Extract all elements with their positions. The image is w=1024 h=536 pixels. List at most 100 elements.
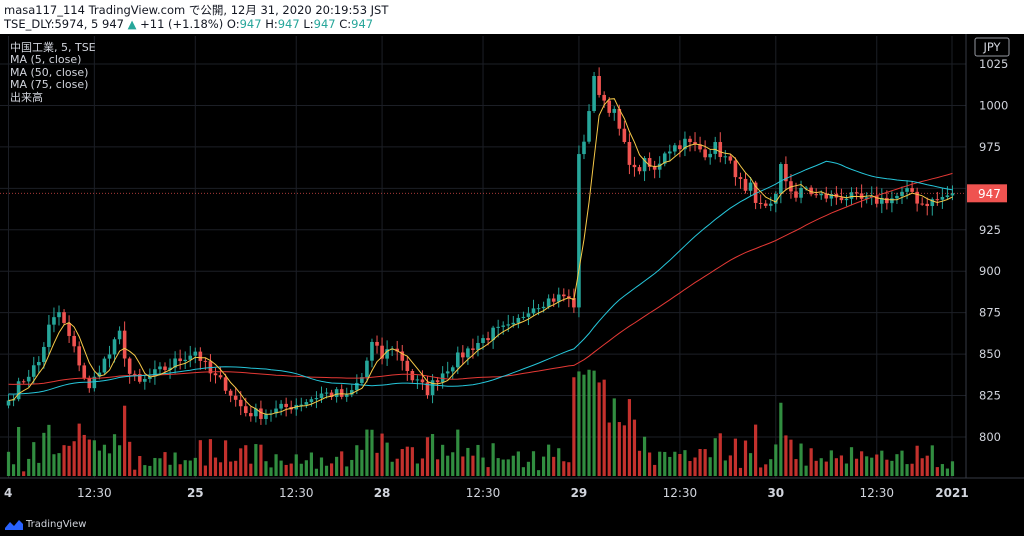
candle-body xyxy=(158,366,162,370)
candle-body xyxy=(365,360,369,378)
candle-body xyxy=(47,324,51,347)
candle-body xyxy=(370,341,374,361)
candle-body xyxy=(733,160,738,178)
volume-bar xyxy=(754,424,758,476)
time-tick-label: 12:30 xyxy=(663,486,698,500)
volume-bar xyxy=(400,449,404,476)
candle-body xyxy=(481,338,485,344)
volume-bar xyxy=(456,429,460,476)
candle-body xyxy=(173,358,177,368)
tradingview-logo[interactable]: TradingView xyxy=(5,518,86,530)
open-label: O: xyxy=(226,17,240,31)
candle-body xyxy=(698,144,702,150)
volume-bar xyxy=(143,465,147,476)
volume-bar xyxy=(481,457,485,476)
candle-body xyxy=(57,312,61,318)
candle-body xyxy=(945,195,950,198)
candle-body xyxy=(254,408,258,417)
volume-bar xyxy=(112,434,117,476)
volume-bar xyxy=(249,463,253,476)
candle-body xyxy=(385,349,389,359)
candle-body xyxy=(62,312,66,323)
candle-body xyxy=(319,393,324,399)
volume-bar xyxy=(461,456,465,476)
volume-bar xyxy=(905,464,909,476)
volume-bar xyxy=(617,422,621,476)
candle-body xyxy=(339,389,344,397)
candle-body xyxy=(637,167,642,172)
candle-body xyxy=(844,198,849,201)
candle-body xyxy=(748,182,753,191)
candle-body xyxy=(617,108,622,129)
volume-bar xyxy=(355,445,359,476)
candle-body xyxy=(355,382,359,391)
candle-body xyxy=(859,193,864,199)
candle-body xyxy=(375,341,379,346)
candle-body xyxy=(880,197,884,204)
candle-body xyxy=(869,196,874,198)
volume-bar xyxy=(340,451,344,476)
candle-body xyxy=(415,379,420,381)
candle-body xyxy=(789,181,793,192)
volume-bar xyxy=(521,467,526,476)
volume-bar xyxy=(678,454,682,476)
volume-bar xyxy=(789,439,793,476)
candle-body xyxy=(551,298,556,302)
volume-bar xyxy=(279,460,283,476)
candle-body xyxy=(652,166,657,170)
candle-body xyxy=(329,392,334,397)
volume-bar xyxy=(683,450,687,476)
volume-bar xyxy=(203,465,207,476)
candle-body xyxy=(910,188,914,192)
candle-body xyxy=(723,156,728,158)
price-chart[interactable]: 800 825 850 875 900 925 975 1000 1025 947 4 12:30 2… xyxy=(0,34,1024,512)
candle-body xyxy=(703,149,707,158)
candle-body xyxy=(193,351,198,356)
candle-body xyxy=(612,108,617,113)
high-label: H: xyxy=(265,17,278,31)
candle-body xyxy=(743,178,748,191)
volume-bar xyxy=(410,447,414,476)
candle-body xyxy=(42,346,46,363)
candle-body xyxy=(395,348,400,352)
low-value: 947 xyxy=(313,17,336,31)
volume-bar xyxy=(627,399,632,476)
change-value: +11 (+1.18%) xyxy=(140,17,224,31)
volume-bar xyxy=(264,461,268,476)
volume-bar xyxy=(668,456,672,476)
candle-body xyxy=(496,326,500,328)
candle-body xyxy=(511,322,516,325)
candle-body xyxy=(16,381,21,400)
time-tick-label: 28 xyxy=(374,486,391,500)
volume-bar xyxy=(117,445,122,476)
candle-body xyxy=(718,142,723,157)
volume-bar xyxy=(587,369,591,476)
chart-legend: 中国工業, 5, TSE MA (5, close) MA (50, close… xyxy=(10,41,96,104)
volume-bar xyxy=(779,402,783,476)
volume-bar xyxy=(259,444,263,476)
volume-bar xyxy=(234,460,238,476)
candle-body xyxy=(506,324,511,326)
candle-body xyxy=(249,413,253,417)
volume-bar xyxy=(294,454,298,476)
candle-body xyxy=(693,142,697,145)
volume-bar xyxy=(329,463,334,476)
volume-bar xyxy=(420,458,425,476)
candle-body xyxy=(420,379,425,383)
candle-body xyxy=(243,406,248,414)
candle-body xyxy=(132,373,137,375)
candle-body xyxy=(758,202,763,204)
volume-bar xyxy=(405,446,409,476)
volume-bar xyxy=(915,445,919,476)
volume-bar xyxy=(430,434,435,476)
volume-bar xyxy=(557,448,561,476)
candle-body xyxy=(592,76,596,112)
candle-body xyxy=(662,153,667,164)
volume-bar xyxy=(759,467,763,476)
volume-bar xyxy=(743,440,748,476)
candle-body xyxy=(52,317,56,325)
volume-bar xyxy=(880,450,884,476)
volume-bar xyxy=(466,447,470,476)
candle-body xyxy=(854,192,859,194)
volume-bar xyxy=(299,463,303,476)
